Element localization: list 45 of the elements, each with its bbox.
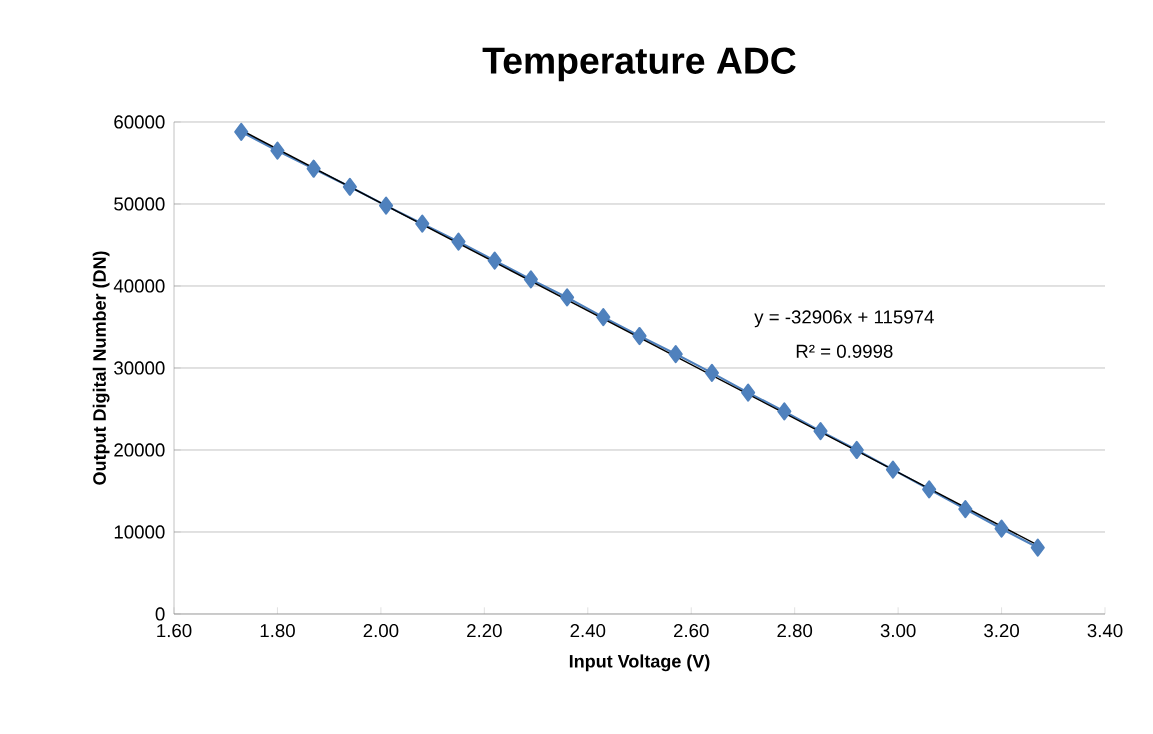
point [451, 232, 466, 251]
y-tick-label: 0 [155, 607, 165, 621]
point [596, 308, 611, 327]
y-tick-label: 60000 [114, 115, 165, 129]
x-tick-label: 3.40 [1087, 624, 1123, 638]
x-tick-label: 3.00 [880, 624, 916, 638]
x-tick-label: 2.20 [467, 624, 502, 638]
point [270, 141, 285, 160]
x-tick-label: 2.60 [674, 624, 709, 638]
x-tick-label: 2.40 [570, 624, 606, 638]
y-tick-label: 10000 [114, 525, 165, 539]
x-tick-label: 3.20 [984, 624, 1019, 638]
point [342, 177, 357, 196]
point [234, 122, 249, 141]
point [668, 344, 683, 364]
point [922, 480, 937, 499]
point [487, 251, 502, 270]
y-tick-label: 20000 [114, 443, 165, 457]
point [1030, 538, 1045, 557]
x-tick-label: 2.80 [777, 624, 813, 638]
point [885, 460, 901, 479]
point [415, 214, 430, 233]
point [632, 326, 647, 346]
point [958, 499, 973, 519]
y-axis-title: Output Digital Number (DN) [92, 251, 110, 485]
point [379, 196, 394, 215]
point [994, 519, 1009, 538]
x-tick-label: 2.00 [363, 624, 399, 638]
y-tick-label: 50000 [114, 197, 165, 211]
point [813, 422, 828, 441]
point [523, 270, 538, 289]
point [777, 402, 792, 421]
point [704, 363, 719, 382]
point [741, 383, 756, 402]
y-tick-label: 40000 [113, 279, 165, 293]
chart-title: Temperature ADC [482, 47, 796, 82]
annotation: R² = 0.9998 [796, 344, 893, 358]
point [306, 159, 321, 178]
point [849, 440, 864, 460]
x-axis-title: Input Voltage (V) [569, 654, 710, 672]
point [560, 288, 575, 307]
x-tick-label: 1.60 [157, 624, 192, 638]
y-tick-label: 30000 [114, 361, 165, 375]
x-tick-label: 1.80 [260, 624, 295, 638]
annotation: y = -32906x + 115974 [754, 310, 934, 328]
